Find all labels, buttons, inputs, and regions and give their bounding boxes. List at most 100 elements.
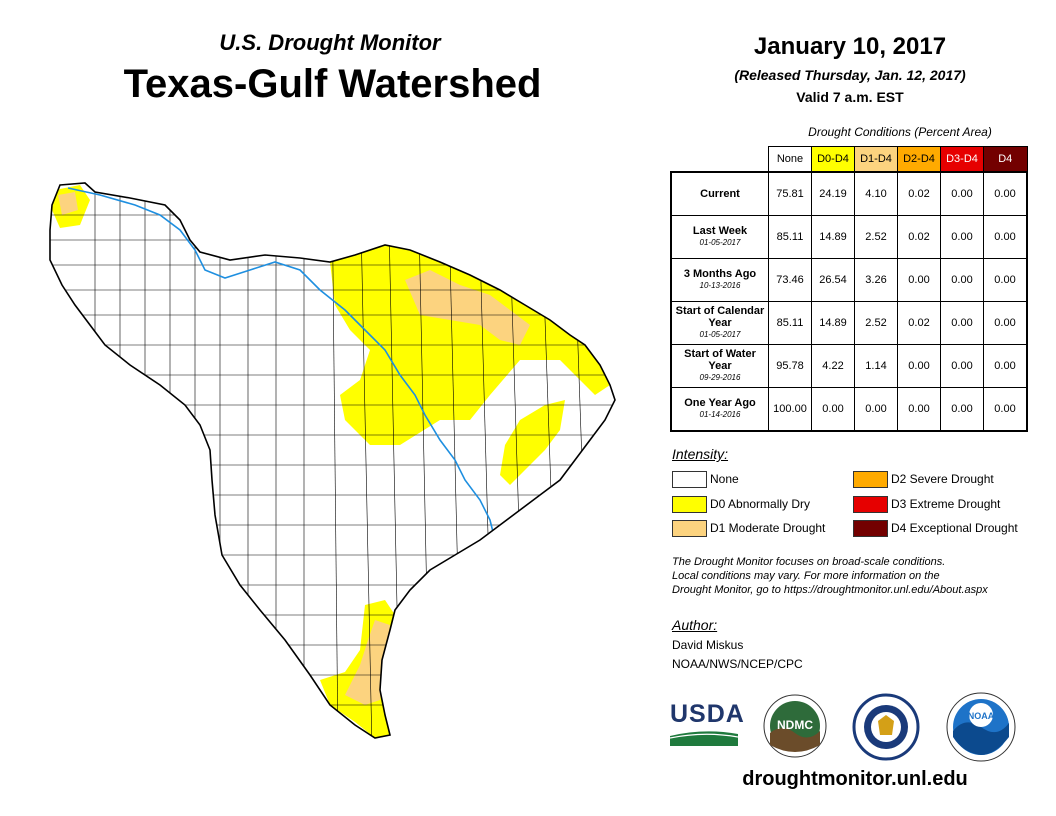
legend-label: None [710,472,739,486]
table-cell: 1.14 [854,344,898,388]
table-header-row: None D0-D4 D1-D4 D2-D4 D3-D4 D4 [671,146,1028,173]
table-cell: 100.00 [768,387,812,432]
table-cell: 75.81 [768,171,812,216]
table-cell: 0.00 [983,171,1028,216]
row-label-text: Start of Water Year [684,348,756,372]
table-cell: 85.11 [768,215,812,259]
row-label: Last Week 01-05-2017 [670,215,769,259]
table-caption: Drought Conditions (Percent Area) [808,125,992,139]
legend-label: D0 Abnormally Dry [710,497,811,511]
note-line: Local conditions may vary. For more info… [672,570,940,582]
d1-area-northeast [405,270,530,345]
table-cell: 14.89 [811,215,855,259]
d1-area-south [345,620,390,705]
commerce-seal-icon [852,693,920,761]
table-cell: 0.00 [940,171,984,216]
usda-swoosh-icon [669,731,739,746]
table-cell: 2.52 [854,215,898,259]
usda-logo: USDA [669,700,745,750]
legend-label: D4 Exceptional Drought [891,521,1018,535]
table-cell: 0.00 [854,387,898,432]
table-cell: 4.22 [811,344,855,388]
table-cell: 85.11 [768,301,812,345]
row-date: 10-13-2016 [699,281,741,290]
watershed-boundary [49,182,616,739]
column-header-d3-d4: D3-D4 [940,146,984,173]
row-label-text: Start of Calendar Year [675,305,765,329]
row-label-text: Last Week [692,225,748,237]
table-cell: 0.00 [897,344,941,388]
column-header-none: None [768,146,812,173]
table-cell: 2.52 [854,301,898,345]
table-row: Current 75.81 24.19 4.10 0.02 0.00 0.00 [670,171,1028,216]
table-row: One Year Ago 01-14-2016 100.00 0.00 0.00 … [670,387,1028,432]
table-cell: 0.02 [897,171,941,216]
row-date: 01-05-2017 [699,238,741,247]
author-name: David Miskus [672,638,744,652]
map-date: January 10, 2017 [753,33,947,60]
table-cell: 3.26 [854,258,898,302]
legend-swatch [853,471,888,488]
legend-swatch [853,496,888,513]
usda-logo-text: USDA [670,700,745,728]
legend-swatch [853,520,888,537]
row-label-text: One Year Ago [684,397,756,409]
table-cell: 0.00 [940,387,984,432]
author-organization: NOAA/NWS/NCEP/CPC [672,657,803,671]
legend-label: D1 Moderate Drought [710,521,826,535]
table-row: Last Week 01-05-2017 85.11 14.89 2.52 0.0… [670,215,1028,259]
table-cell: 0.00 [983,215,1028,259]
d1-area-panhandle [58,192,78,215]
column-header-d1-d4: D1-D4 [854,146,898,173]
website-link[interactable]: droughtmonitor.unl.edu [742,768,968,790]
row-date: 09-29-2016 [699,373,741,382]
table-cell: 4.10 [854,171,898,216]
drought-conditions-table: None D0-D4 D1-D4 D2-D4 D3-D4 D4 Current … [670,146,1028,432]
disclaimer-note: The Drought Monitor focuses on broad-sca… [672,555,1042,597]
river [67,187,496,541]
row-date: 01-14-2016 [699,410,741,419]
ndmc-logo-text: NDMC [777,718,813,732]
table-cell: 0.02 [897,215,941,259]
row-label-text: 3 Months Ago [683,268,757,280]
map-title: Texas-Gulf Watershed [123,62,542,106]
header-blank [671,147,769,173]
table-cell: 0.00 [940,215,984,259]
row-label: Start of Calendar Year 01-05-2017 [670,301,769,345]
table-cell: 0.00 [983,258,1028,302]
author-heading: Author: [672,617,718,633]
column-header-d4: D4 [983,146,1028,173]
table-cell: 0.00 [897,258,941,302]
table-cell: 14.89 [811,301,855,345]
table-cell: 0.00 [940,344,984,388]
table-row: Start of Calendar Year 01-05-2017 85.11 1… [670,301,1028,345]
table-cell: 0.00 [983,387,1028,432]
map-subtitle: U.S. Drought Monitor [219,30,441,55]
noaa-logo: NOAA [946,692,1016,762]
table-cell: 0.00 [940,301,984,345]
column-header-d2-d4: D2-D4 [897,146,941,173]
table-cell: 0.00 [940,258,984,302]
note-line: The Drought Monitor focuses on broad-sca… [672,556,946,568]
release-date: (Released Thursday, Jan. 12, 2017) [734,67,966,83]
table-cell: 0.00 [811,387,855,432]
legend-label: D2 Severe Drought [891,472,994,486]
valid-time: Valid 7 a.m. EST [796,89,904,105]
note-line: Drought Monitor, go to https://droughtmo… [672,584,988,596]
table-cell: 95.78 [768,344,812,388]
noaa-logo-text: NOAA [968,711,995,721]
row-label: One Year Ago 01-14-2016 [670,387,769,432]
legend-swatch [672,520,707,537]
row-label-text: Current [700,188,740,200]
legend-swatch [672,496,707,513]
table-cell: 0.00 [983,301,1028,345]
table-row: Start of Water Year 09-29-2016 95.78 4.22… [670,344,1028,388]
table-cell: 73.46 [768,258,812,302]
ndmc-logo: NDMC [763,694,827,758]
legend-label: D3 Extreme Drought [891,497,1001,511]
table-cell: 0.02 [897,301,941,345]
table-cell: 24.19 [811,171,855,216]
row-label: Start of Water Year 09-29-2016 [670,344,769,388]
row-label: Current [670,171,769,216]
table-cell: 26.54 [811,258,855,302]
